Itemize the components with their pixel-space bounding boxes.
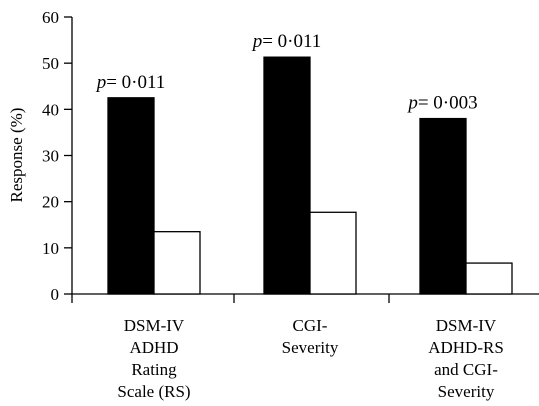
category-label: DSM-IV ADHD-RS and CGI- Severity [428, 316, 504, 401]
y-tick-label: 20 [42, 193, 59, 212]
category-label-line: DSM-IV [436, 316, 497, 335]
category-label-line: and CGI- [434, 360, 498, 379]
p-symbol: p [406, 93, 418, 114]
p-value-label: p= 0·011 [251, 31, 322, 52]
chart-bars [107, 56, 513, 295]
category-label-line: ADHD [129, 338, 178, 357]
chart-ticks: 0 10 20 30 40 50 60 [42, 8, 390, 304]
category-labels: DSM-IV ADHD Rating Scale (RS)CGI-SeverityDS… [117, 316, 503, 401]
y-tick-label: 30 [42, 147, 59, 166]
category-label-line: Scale (RS) [117, 382, 190, 401]
category-label: CGI- Severity [282, 316, 339, 357]
y-tick-label: 50 [42, 54, 59, 73]
bar-series-1 [107, 97, 155, 295]
p-value-label: p= 0·003 [406, 93, 477, 114]
p-symbol: p [251, 31, 263, 52]
category-label-line: CGI- [293, 316, 328, 335]
y-axis-label: Response (%) [7, 108, 26, 203]
p-value: = 0·003 [418, 93, 478, 114]
category-label-line: ADHD-RS [428, 338, 504, 357]
y-tick-label: 60 [42, 8, 59, 27]
p-value: = 0·011 [262, 31, 321, 52]
y-tick-label: 40 [42, 100, 59, 119]
y-tick-label: 10 [42, 239, 59, 258]
p-value-label: p= 0·011 [95, 72, 166, 93]
bar-series-2 [309, 211, 357, 295]
category-label-line: Severity [438, 382, 495, 401]
category-label-line: Rating [131, 360, 177, 379]
bar-series-1 [263, 56, 311, 295]
p-value: = 0·011 [106, 72, 165, 93]
category-label: DSM-IV ADHD Rating Scale (RS) [117, 316, 190, 401]
category-label-line: DSM-IV [124, 316, 185, 335]
category-label-line: Severity [282, 338, 339, 357]
bar-series-2 [153, 231, 201, 295]
bar-series-2 [465, 262, 513, 295]
p-symbol: p [95, 72, 107, 93]
bar-series-1 [419, 117, 467, 295]
y-tick-label: 0 [51, 285, 60, 304]
